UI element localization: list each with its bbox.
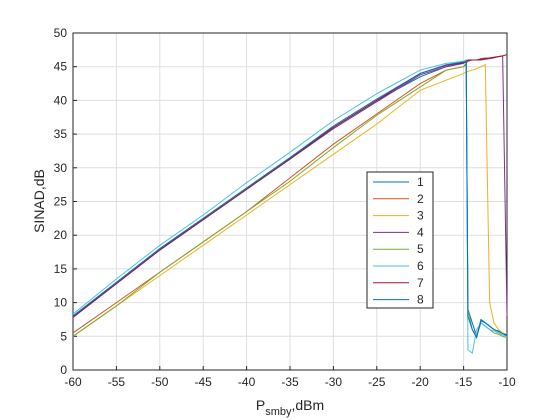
y-tick-label: 45 (54, 60, 68, 74)
y-tick-label: 15 (54, 262, 68, 276)
y-tick-label: 20 (54, 228, 68, 242)
legend-label: 5 (417, 242, 424, 256)
y-tick-label: 0 (60, 363, 67, 377)
series-line (72, 60, 508, 340)
x-tick-label: -45 (195, 375, 213, 389)
x-tick-label: -40 (238, 375, 256, 389)
legend-box (366, 171, 434, 309)
x-tick-label: -60 (64, 375, 82, 389)
x-tick-label: -50 (151, 375, 169, 389)
legend-label: 8 (417, 293, 424, 307)
y-tick-label: 25 (54, 195, 68, 209)
x-axis-label: Psmby,dBm (256, 397, 324, 418)
legend-label: 4 (417, 225, 424, 239)
y-tick-label: 35 (54, 127, 68, 141)
x-tick-label: -20 (412, 375, 430, 389)
axes-box (72, 32, 508, 371)
legend-label: 7 (417, 276, 424, 290)
legend-label: 2 (417, 192, 424, 206)
x-label-suffix: ,dBm (291, 397, 324, 413)
x-tick-label: -35 (281, 375, 299, 389)
series-line (72, 63, 508, 339)
y-tick-label: 50 (54, 26, 68, 40)
x-tick-label: -55 (108, 375, 126, 389)
legend-label: 1 (417, 175, 424, 189)
x-tick-label: -10 (498, 375, 516, 389)
x-tick-label: -30 (325, 375, 343, 389)
x-tick-label: -15 (455, 375, 473, 389)
y-tick-label: 40 (54, 93, 68, 107)
series-line (72, 59, 508, 355)
y-tick-label: 30 (54, 161, 68, 175)
legend-label: 3 (417, 209, 424, 223)
y-tick-label: 10 (54, 296, 68, 310)
y-axis-label: SINAD,dB (31, 169, 47, 233)
x-label-main: P (256, 397, 265, 413)
x-label-sub: smby (265, 406, 292, 418)
x-tick-label: -25 (368, 375, 386, 389)
series-line (72, 63, 508, 337)
legend-label: 6 (417, 259, 424, 273)
y-tick-label: 5 (60, 329, 67, 343)
